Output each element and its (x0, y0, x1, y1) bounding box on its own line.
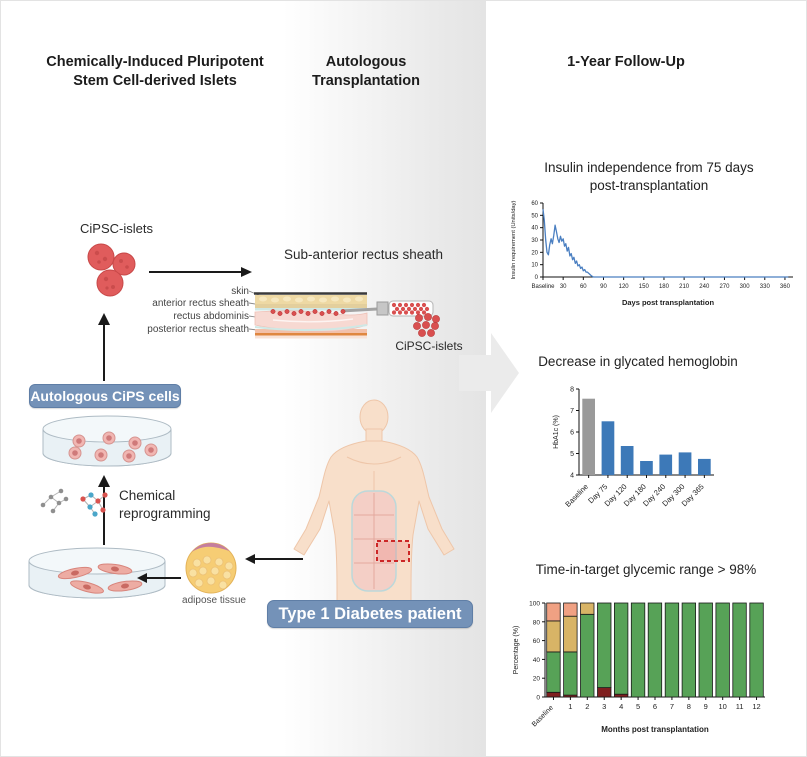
implanted-islets-label: CiPSC-islets (395, 339, 463, 353)
svg-text:6: 6 (653, 702, 657, 711)
svg-text:240: 240 (699, 284, 710, 290)
layer-label-skin: skin (231, 286, 249, 297)
chart2-title: Decrease in glycated hemoglobin (538, 354, 738, 369)
arrow-adipose-to-dish-icon (137, 573, 181, 583)
svg-text:Baseline: Baseline (531, 704, 555, 728)
svg-text:30: 30 (531, 238, 538, 244)
autologous-cips-badge: Autologous CiPS cells (29, 384, 181, 408)
flow-arrow-icon (459, 333, 519, 413)
adipose-tissue-label: adipose tissue (182, 595, 246, 606)
layer-label-rectus-abdominis: rectus abdominis (173, 311, 249, 322)
svg-text:7: 7 (670, 702, 674, 711)
svg-text:Percentage (%): Percentage (%) (513, 626, 520, 675)
svg-text:5: 5 (636, 702, 640, 711)
svg-text:40: 40 (531, 226, 538, 232)
svg-text:1: 1 (568, 702, 572, 711)
patient-badge: Type 1 Diabetes patient (267, 600, 473, 628)
svg-text:360: 360 (780, 284, 791, 290)
svg-text:80: 80 (533, 619, 541, 626)
svg-text:90: 90 (600, 284, 607, 290)
svg-text:HbA1c (%): HbA1c (%) (553, 415, 560, 449)
patient-torso-illustration (293, 399, 455, 604)
svg-text:5: 5 (570, 451, 574, 458)
svg-text:Insulin requirement (Units/day: Insulin requirement (Units/day) (511, 200, 517, 279)
adipose-tissue-icon (185, 542, 237, 594)
svg-text:11: 11 (736, 702, 744, 711)
svg-text:4: 4 (619, 702, 623, 711)
svg-text:30: 30 (560, 284, 567, 290)
arrow-patient-to-adipose-icon (245, 554, 303, 564)
svg-text:60: 60 (531, 201, 538, 207)
rectus-sheath-anatomy-illustration (254, 292, 434, 339)
svg-text:20: 20 (531, 250, 538, 256)
svg-text:6: 6 (570, 430, 574, 437)
svg-text:2: 2 (585, 702, 589, 711)
svg-text:120: 120 (619, 284, 630, 290)
svg-text:0: 0 (536, 695, 540, 702)
arrow-islets-to-implant-icon (149, 267, 252, 277)
svg-text:50: 50 (531, 213, 538, 219)
chart1-title: Insulin independence from 75 days post-t… (544, 160, 754, 194)
svg-text:100: 100 (529, 601, 540, 608)
petri-dish-fibroblast-icon (28, 547, 166, 599)
petri-dish-cips-icon (42, 415, 172, 467)
svg-text:10: 10 (719, 702, 727, 711)
svg-text:330: 330 (760, 284, 771, 290)
right-column-header: 1-Year Follow-Up (567, 54, 685, 70)
middle-column-background (283, 1, 486, 756)
svg-text:7: 7 (570, 408, 574, 415)
chart3-title: Time-in-target glycemic range > 98% (535, 562, 757, 577)
svg-text:300: 300 (740, 284, 751, 290)
layer-label-anterior-rectus-sheath: anterior rectus sheath (152, 298, 249, 309)
left-column-header: Chemically-Induced Pluripotent Stem Cell… (46, 54, 264, 89)
implanted-islets-icon (413, 313, 440, 337)
svg-text:8: 8 (687, 702, 691, 711)
svg-text:Baseline: Baseline (531, 284, 555, 290)
svg-text:150: 150 (639, 284, 650, 290)
svg-text:180: 180 (659, 284, 670, 290)
svg-text:12: 12 (752, 702, 760, 711)
svg-text:Baseline: Baseline (563, 482, 590, 509)
svg-text:Days post transplantation: Days post transplantation (622, 298, 715, 307)
svg-text:10: 10 (531, 263, 538, 269)
svg-text:3: 3 (602, 702, 606, 711)
svg-text:9: 9 (704, 702, 708, 711)
layer-label-posterior-rectus-sheath: posterior rectus sheath (147, 324, 249, 335)
svg-text:4: 4 (570, 473, 574, 480)
chemical-reprogramming-label: Chemical reprogramming (119, 488, 211, 522)
svg-text:60: 60 (533, 638, 541, 645)
svg-text:0: 0 (535, 275, 539, 281)
middle-column-header: Autologous Transplantation (312, 54, 420, 89)
svg-text:Months post transplantation: Months post transplantation (601, 725, 709, 734)
arrow-cips-to-islets-icon (98, 313, 110, 381)
svg-text:60: 60 (580, 284, 587, 290)
svg-text:8: 8 (570, 387, 574, 394)
insulin-requirement-chart: 0 10 20 30 40 50 60 Baseline 30 60 90 120 150 180 210 2… (511, 200, 793, 307)
svg-text:40: 40 (533, 657, 541, 664)
molecules-icon (40, 488, 108, 517)
cipsc-islets-icon (87, 243, 136, 297)
svg-text:270: 270 (719, 284, 730, 290)
cipsc-islets-label: CiPSC-islets (80, 221, 153, 236)
svg-text:20: 20 (533, 676, 541, 683)
implant-site-title: Sub-anterior rectus sheath (283, 247, 444, 262)
svg-text:210: 210 (679, 284, 690, 290)
